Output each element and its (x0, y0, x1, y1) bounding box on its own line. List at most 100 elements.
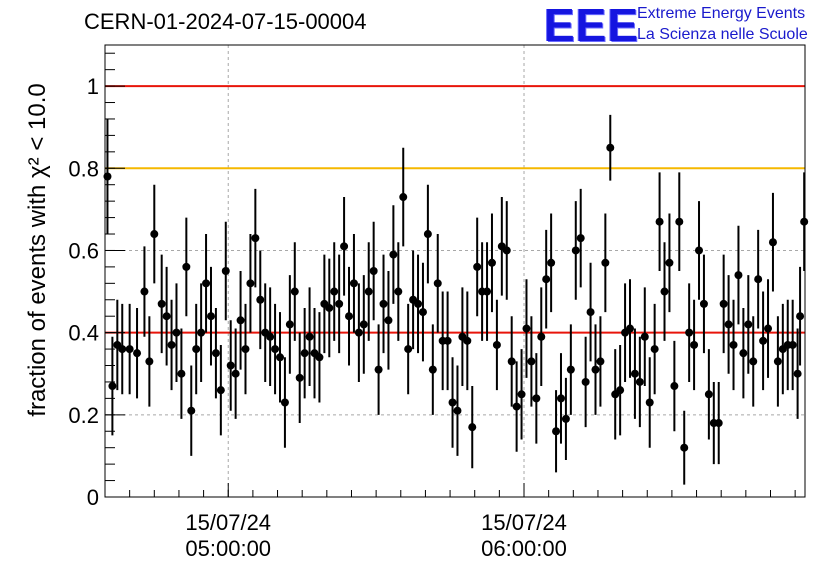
data-point (532, 394, 541, 403)
data-point (764, 324, 773, 333)
data-point (325, 303, 334, 312)
data-point (492, 340, 501, 349)
data-point (473, 262, 482, 271)
data-point (606, 143, 615, 152)
data-point (547, 258, 556, 267)
data-point (537, 332, 546, 341)
data-point (542, 275, 551, 284)
data-point (369, 267, 378, 275)
data-point (630, 369, 639, 378)
data-point (665, 258, 674, 267)
data-point (221, 267, 230, 275)
data-point (280, 398, 289, 407)
data-point (433, 279, 442, 288)
data-point (384, 316, 393, 325)
data-point (759, 336, 768, 345)
data-point (108, 382, 117, 391)
data-point (581, 377, 590, 386)
data-point (276, 353, 284, 362)
plot-frame (104, 44, 806, 498)
data-point (739, 349, 748, 358)
data-point (453, 406, 462, 415)
data-point (364, 287, 373, 296)
data-point (246, 279, 255, 288)
data-point (145, 357, 154, 366)
data-point (330, 287, 339, 296)
data-point (295, 373, 304, 382)
data-point (699, 299, 708, 308)
data-point (463, 336, 472, 345)
data-point (561, 414, 570, 423)
data-point (182, 262, 191, 271)
data-point (404, 345, 413, 354)
data-point (556, 394, 565, 403)
data-point (206, 312, 215, 321)
data-point (423, 230, 432, 239)
data-point (680, 443, 689, 452)
data-point (167, 340, 176, 349)
data-point (140, 287, 149, 296)
x-tick-time: 06:00:00 (481, 536, 567, 561)
data-point (216, 386, 225, 395)
y-tick-label: 0.8 (68, 156, 99, 181)
data-point (591, 365, 600, 374)
data-point (675, 217, 684, 226)
data-point (231, 369, 240, 378)
data-point (300, 349, 309, 358)
data-point (768, 238, 777, 247)
data-point (448, 398, 457, 407)
data-point (379, 299, 388, 308)
data-point (443, 336, 452, 345)
eee-logo-letters: EEE (544, 0, 640, 51)
data-point (793, 369, 802, 378)
data-point (349, 279, 358, 288)
x-tick-label: 15/07/24 06:00:00 (454, 510, 594, 562)
data-point (374, 365, 383, 374)
y-tick-label: 0.4 (68, 321, 99, 346)
y-axis-label: fraction of events with χ² < 10.0 (24, 83, 51, 417)
data-point (566, 365, 575, 374)
data-point (177, 369, 186, 378)
data-point (236, 316, 245, 325)
data-point (640, 332, 649, 341)
data-point (502, 246, 511, 255)
data-point (660, 287, 669, 296)
data-point (354, 328, 363, 337)
data-point (150, 230, 159, 239)
data-point (285, 320, 294, 329)
data-point (340, 242, 349, 251)
logo-line-2: La Scienza nelle Scuole (637, 26, 808, 43)
run-title: CERN-01-2024-07-15-00004 (84, 9, 367, 34)
data-point (690, 340, 699, 349)
data-point (226, 361, 235, 370)
data-point (197, 328, 206, 337)
data-point (724, 320, 733, 329)
data-point (389, 250, 398, 259)
data-point (704, 390, 713, 399)
data-point (645, 398, 654, 407)
data-point (626, 324, 634, 333)
y-tick-label: 0 (87, 485, 99, 510)
data-point (172, 328, 181, 337)
data-point (744, 320, 753, 329)
data-point (512, 402, 521, 411)
data-point (256, 295, 265, 304)
data-point (428, 365, 437, 374)
data-point (211, 349, 220, 358)
x-tick-label: 15/07/24 05:00:00 (158, 510, 298, 562)
data-point (468, 423, 477, 432)
y-tick-label: 0.2 (68, 403, 99, 428)
data-point (359, 320, 368, 329)
data-point (800, 217, 809, 226)
data-point (507, 357, 516, 366)
data-point (483, 287, 492, 296)
data-point (773, 357, 782, 366)
data-point (695, 246, 704, 255)
y-tick-label: 1 (87, 74, 99, 99)
data-point (290, 287, 299, 296)
data-point (394, 287, 403, 296)
data-point (670, 382, 679, 391)
data-point (522, 324, 531, 333)
data-point (650, 345, 659, 354)
